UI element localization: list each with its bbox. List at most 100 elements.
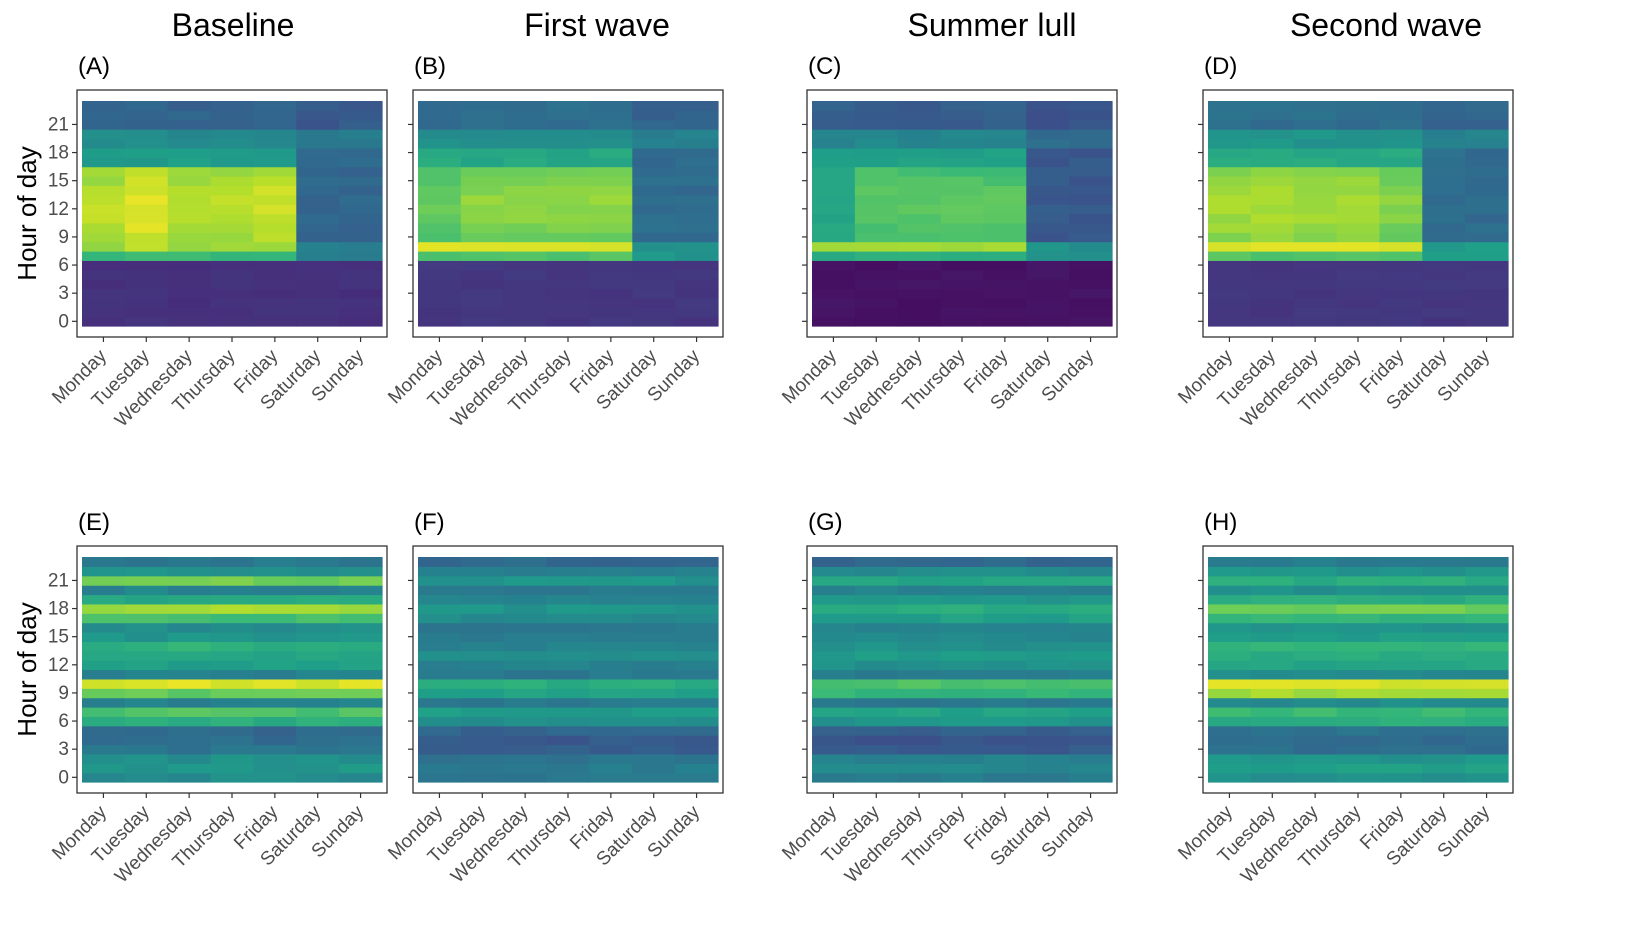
heatmap-cell — [210, 669, 255, 680]
heatmap-cell — [1069, 632, 1113, 642]
heatmap-cell — [940, 176, 985, 186]
heatmap-cell — [253, 660, 297, 671]
heatmap-cell — [546, 213, 591, 224]
heatmap-cell — [1208, 213, 1252, 224]
heatmap-cell — [82, 166, 126, 177]
heatmap-cell — [1026, 297, 1070, 308]
heatmap-cell — [897, 744, 942, 755]
heatmap-cell — [854, 735, 899, 746]
heatmap-cell — [339, 575, 383, 586]
heatmap-cell — [1069, 119, 1113, 130]
heatmap-cell — [632, 763, 676, 774]
heatmap-cell — [1422, 594, 1466, 605]
heatmap-cell — [1293, 716, 1338, 727]
heatmap-cell — [1293, 725, 1338, 736]
heatmap-cell — [167, 157, 212, 168]
heatmap-cell — [589, 269, 633, 280]
heatmap-cell — [1250, 204, 1295, 215]
heatmap-cell — [1465, 735, 1509, 746]
heatmap-cell — [1422, 557, 1466, 567]
heatmap-cell — [82, 763, 126, 774]
heatmap-cell — [460, 194, 505, 205]
heatmap-cell — [940, 241, 985, 252]
heatmap-cell — [296, 744, 340, 755]
heatmap-cell — [1336, 603, 1381, 614]
heatmap-cell — [296, 204, 340, 215]
heatmap-cell — [1026, 744, 1070, 755]
heatmap-cell — [460, 213, 505, 224]
heatmap-cell — [339, 725, 383, 736]
heatmap-cell — [418, 110, 462, 121]
heatmap-cell — [1422, 772, 1466, 783]
heatmap-cell — [1026, 222, 1070, 233]
heatmap-cell — [897, 763, 942, 774]
heatmap-cell — [1250, 716, 1295, 727]
heatmap-cell — [124, 288, 169, 299]
heatmap-cell — [812, 594, 856, 605]
heatmap-cell — [1379, 222, 1423, 233]
heatmap-cell — [503, 157, 548, 168]
heatmap-cell — [632, 260, 676, 271]
heatmap-cell — [460, 622, 505, 633]
heatmap-cell — [675, 316, 719, 327]
heatmap-cell — [253, 119, 297, 130]
heatmap-cell — [940, 632, 985, 642]
heatmap-cell — [1422, 688, 1466, 699]
heatmap-cell — [124, 307, 169, 318]
heatmap-cell — [167, 575, 212, 586]
heatmap-cell — [897, 585, 942, 596]
heatmap-cell — [1026, 119, 1070, 130]
heatmap-cell — [1026, 725, 1070, 736]
y-tick-label: 3 — [58, 283, 69, 304]
heatmap-cell — [82, 575, 126, 586]
heatmap-cell — [296, 772, 340, 783]
heatmap-cell — [983, 307, 1027, 318]
heatmap-cell — [854, 660, 899, 671]
heatmap-cell — [1379, 557, 1423, 567]
heatmap-cell — [210, 697, 255, 708]
heatmap-cell — [1069, 269, 1113, 280]
heatmap-cell — [253, 213, 297, 224]
heatmap-cell — [632, 194, 676, 205]
heatmap-cell — [1422, 669, 1466, 680]
heatmap-cell — [296, 129, 340, 140]
heatmap-cell — [854, 157, 899, 168]
heatmap-cell — [1379, 185, 1423, 196]
heatmap-cell — [503, 260, 548, 271]
heatmap-cell — [339, 603, 383, 614]
heatmap-cell — [632, 735, 676, 746]
heatmap-cell — [1422, 279, 1466, 290]
heatmap-cell — [1208, 307, 1252, 318]
heatmap-cell — [632, 594, 676, 605]
heatmap-cell — [1293, 594, 1338, 605]
heatmap-cell — [210, 650, 255, 661]
heatmap-cell — [210, 166, 255, 177]
heatmap-cell — [503, 101, 548, 111]
heatmap-cell — [1422, 763, 1466, 774]
heatmap-cell — [82, 641, 126, 652]
heatmap-cell — [82, 241, 126, 252]
heatmap-cell — [1026, 147, 1070, 158]
heatmap-cell — [460, 725, 505, 736]
heatmap-cell — [82, 753, 126, 764]
heatmap-cell — [124, 241, 169, 252]
heatmap-cell — [1422, 185, 1466, 196]
heatmap-cell — [167, 622, 212, 633]
heatmap-cell — [82, 213, 126, 224]
heatmap-cell — [632, 716, 676, 727]
heatmap-cell — [589, 603, 633, 614]
heatmap-cell — [675, 707, 719, 717]
panel-label: (A) — [78, 53, 110, 80]
heatmap-cell — [418, 185, 462, 196]
heatmap-cell — [167, 176, 212, 186]
heatmap-cell — [1208, 660, 1252, 671]
heatmap-cell — [167, 110, 212, 121]
heatmap-cell — [546, 129, 591, 140]
heatmap-cell — [1465, 650, 1509, 661]
heatmap-cell — [940, 101, 985, 111]
heatmap-cell — [1069, 129, 1113, 140]
heatmap-cell — [296, 650, 340, 661]
heatmap-cell — [675, 260, 719, 271]
heatmap-cell — [210, 119, 255, 130]
heatmap-cell — [897, 707, 942, 717]
